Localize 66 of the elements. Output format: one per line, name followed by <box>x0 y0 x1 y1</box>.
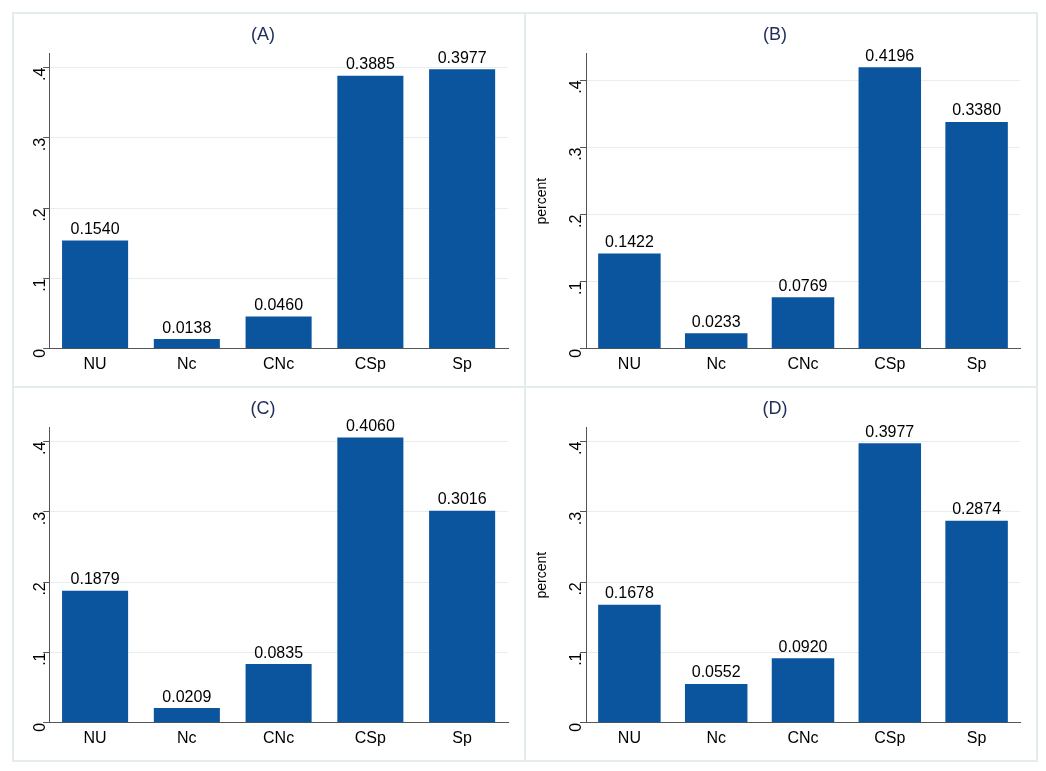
data-label: 0.3885 <box>345 55 395 73</box>
y-tick-label: .4 <box>567 441 585 455</box>
y-tick-label: .1 <box>567 652 585 666</box>
chart-title: (A) <box>251 23 275 44</box>
y-tick-label: .1 <box>30 278 48 292</box>
x-tick-label: CNc <box>787 728 819 746</box>
x-tick-label: Nc <box>177 354 197 372</box>
x-tick-label: Sp <box>452 728 472 746</box>
data-label: 0.1678 <box>604 584 654 602</box>
y-tick-label: .2 <box>30 582 48 596</box>
y-tick-label: .3 <box>30 511 48 526</box>
x-tick-label: CSp <box>354 728 387 746</box>
data-label: 0.0209 <box>162 687 212 705</box>
y-tick-label: .1 <box>567 281 585 296</box>
data-label: 0.0138 <box>162 318 212 336</box>
y-tick-label: .2 <box>567 582 585 596</box>
data-label: 0.3977 <box>865 422 915 440</box>
data-label: 0.3016 <box>437 490 487 508</box>
y-axis-title: percent <box>533 551 550 599</box>
y-tick-label: .3 <box>30 137 48 152</box>
x-tick-label: NU <box>617 728 641 746</box>
x-tick-label: NU <box>83 728 107 746</box>
x-tick-label: Nc <box>177 728 197 746</box>
y-tick-label: 0 <box>30 348 48 358</box>
data-label: 0.4060 <box>345 416 395 434</box>
data-label: 0.0920 <box>778 637 828 655</box>
data-label: 0.0835 <box>254 643 304 661</box>
x-tick-label: CNc <box>263 728 295 746</box>
y-axis-title: percent <box>533 177 550 225</box>
y-tick-label: .1 <box>30 652 48 666</box>
y-tick-label: .3 <box>567 147 585 161</box>
x-tick-label: NU <box>83 354 107 372</box>
data-label: 0.0233 <box>691 312 741 330</box>
chart-title: (C) <box>250 397 276 418</box>
y-tick-label: .3 <box>567 511 585 526</box>
x-tick-label: CSp <box>874 728 906 746</box>
data-label: 0.1422 <box>604 232 654 250</box>
data-label: 0.0769 <box>778 276 828 294</box>
y-tick-label: .4 <box>567 80 585 94</box>
chart-title: (D) <box>762 397 788 418</box>
y-tick-label: 0 <box>567 722 585 732</box>
data-label: 0.4196 <box>865 46 915 64</box>
data-label: 0.3977 <box>437 48 487 66</box>
x-tick-label: CSp <box>354 354 387 372</box>
x-tick-label: Nc <box>706 354 726 372</box>
y-tick-label: 0 <box>567 348 585 358</box>
data-label: 0.3380 <box>952 101 1002 119</box>
y-tick-label: .2 <box>567 214 585 228</box>
x-tick-label: CNc <box>263 354 295 372</box>
x-tick-label: CSp <box>874 354 906 372</box>
chart-title: (B) <box>763 23 787 44</box>
y-tick-label: .2 <box>30 208 48 222</box>
data-label: 0.1540 <box>70 219 120 237</box>
data-label: 0.2874 <box>952 500 1002 518</box>
data-label: 0.0552 <box>691 663 741 681</box>
x-tick-label: NU <box>617 354 641 372</box>
x-tick-label: CNc <box>787 354 819 372</box>
y-tick-label: .4 <box>30 441 48 455</box>
y-tick-label: 0 <box>30 722 48 732</box>
x-tick-label: Sp <box>966 728 987 746</box>
x-tick-label: Nc <box>706 728 726 746</box>
data-label: 0.0460 <box>254 295 304 313</box>
x-tick-label: Sp <box>966 354 987 372</box>
x-tick-label: Sp <box>452 354 472 372</box>
data-label: 0.1879 <box>70 570 120 588</box>
y-tick-label: .4 <box>30 67 48 81</box>
